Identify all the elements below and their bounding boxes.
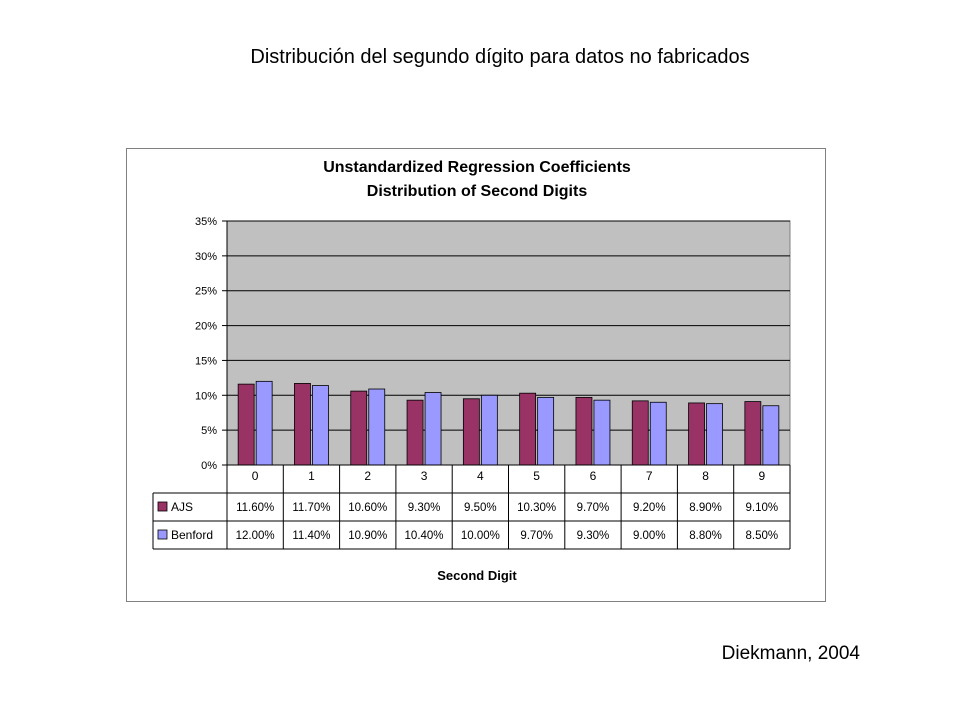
data-label: 11.60% [236,502,274,514]
legend-label-ajs: AJS [171,500,193,514]
data-label: 9.70% [577,502,610,514]
y-tick-label: 25% [195,286,217,298]
bar-benford-9 [762,405,780,466]
bar-ajs-7 [631,400,649,466]
legend-swatch-benford [157,529,168,540]
bar-ajs-8 [688,402,705,466]
chart-title-line2: Distribution of Second Digits [366,183,588,200]
bar-benford-6 [593,399,611,466]
x-tick-label: 1 [308,469,315,483]
legend-swatch-ajs [157,501,168,512]
data-label: 9.10% [746,502,779,514]
data-label: 12.00% [236,530,275,542]
data-label: 11.70% [292,502,330,514]
bar-benford-7 [649,401,667,466]
x-tick-label: 2 [364,469,371,483]
x-axis-label: Second Digit [437,568,517,583]
data-label: 8.90% [689,502,722,514]
data-label: 9.20% [633,502,666,514]
slide-title: Distribución del segundo dígito para dat… [250,46,750,68]
data-label: 9.30% [408,502,441,514]
bar-ajs-3 [406,399,424,466]
x-tick-label: 9 [759,469,766,483]
y-tick-label: 10% [195,390,217,402]
data-label: 11.40% [292,530,330,542]
bar-ajs-0 [237,383,255,466]
bar-benford-1 [312,385,329,466]
x-tick-label: 6 [590,469,597,483]
bar-ajs-1 [294,383,311,466]
plot-area [226,220,791,466]
bar-benford-5 [537,396,555,466]
bar-chart: 0% 5% 10% 15% 20% 25% 30% 35% 0 1 2 3 4 5 6 7 8 9 AJS 11.60… [152,216,791,550]
citation: Diekmann, 2004 [721,643,860,664]
y-tick-label: 5% [201,425,217,437]
x-tick-label: 3 [421,469,428,483]
bar-ajs-2 [350,390,368,466]
x-tick-label: 8 [702,469,709,483]
data-label: 10.90% [348,530,387,542]
data-label: 9.50% [464,502,497,514]
data-label: 10.00% [461,530,500,542]
y-tick-label: 20% [195,321,217,333]
data-label: 8.50% [746,530,779,542]
data-label: 10.30% [517,502,556,514]
bar-benford-3 [424,392,442,466]
y-tick-label: 35% [195,216,217,228]
legend-label-benford: Benford [171,528,213,542]
bar-ajs-9 [744,401,762,466]
y-tick-label: 30% [195,251,217,263]
chart-frame: Unstandardized Regression Coefficients D… [126,148,826,602]
y-tick-label: 0% [201,460,217,472]
bar-benford-2 [368,388,386,466]
bar-benford-4 [480,394,498,466]
data-label: 8.80% [689,530,722,542]
bar-ajs-4 [462,398,480,466]
data-label: 10.40% [405,530,444,542]
bar-ajs-6 [575,396,593,466]
x-tick-label: 7 [646,469,653,483]
x-tick-label: 4 [477,469,484,483]
chart-title-line1: Unstandardized Regression Coefficients [323,159,631,176]
data-label: 9.00% [633,530,666,542]
bar-benford-0 [255,380,273,466]
data-label: 9.30% [577,530,610,542]
data-label: 9.70% [520,530,553,542]
bar-benford-8 [706,403,723,466]
bar-ajs-5 [519,392,537,466]
y-tick-label: 15% [195,355,217,367]
x-tick-label: 5 [533,469,540,483]
x-tick-label: 0 [252,469,259,483]
data-label: 10.60% [348,502,387,514]
